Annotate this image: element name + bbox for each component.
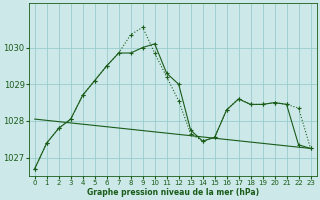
X-axis label: Graphe pression niveau de la mer (hPa): Graphe pression niveau de la mer (hPa) xyxy=(87,188,259,197)
